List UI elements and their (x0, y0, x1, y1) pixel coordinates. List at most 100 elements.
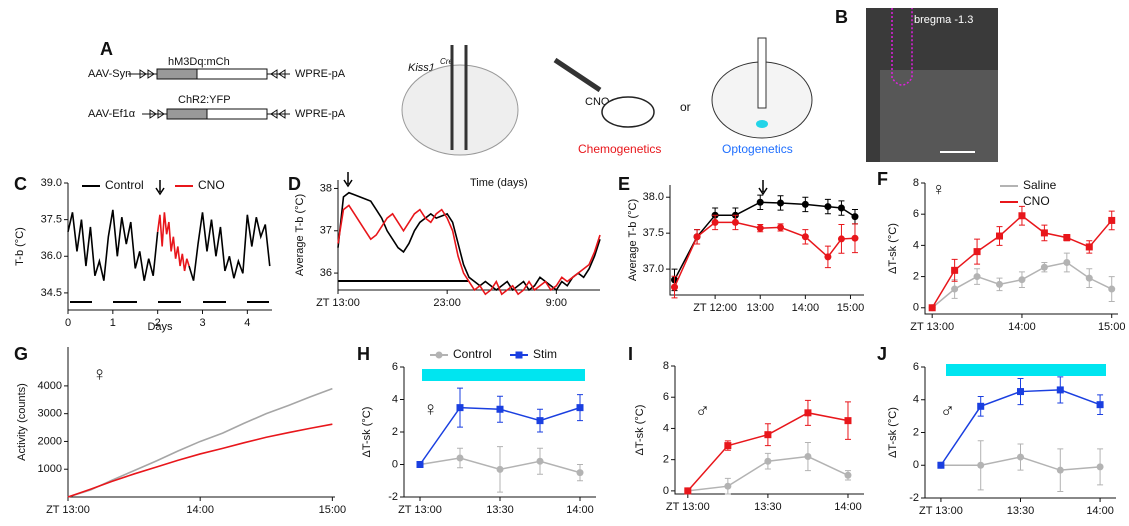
construct-label: hM3Dq:mCh (168, 56, 230, 68)
x-tick-label: 3 (199, 317, 205, 329)
panel-label: J (877, 344, 887, 364)
x-tick-label: 14:00 (1086, 505, 1114, 517)
marker (928, 304, 936, 312)
marker (1017, 388, 1024, 396)
y-tick-label: 3000 (38, 408, 62, 420)
marker (973, 273, 981, 281)
y-tick-label: 2 (913, 270, 919, 282)
series-line (673, 201, 856, 281)
x-tick-label: 14:00 (792, 302, 820, 314)
panel-label: A (100, 39, 113, 59)
panel-label: D (288, 174, 301, 194)
construct-box (166, 108, 208, 120)
x-tick-label: 2 (155, 317, 161, 329)
legend-label: Control (453, 347, 492, 361)
marker (1018, 276, 1026, 284)
axis (674, 366, 864, 495)
marker (724, 482, 732, 490)
marker (496, 405, 504, 413)
y-axis-label: ΔT-sk (°C) (887, 407, 899, 458)
arrow (343, 172, 353, 188)
y-axis-label: ΔT-sk (°C) (361, 407, 373, 458)
marker (1017, 453, 1024, 461)
x-tick-label: 13:30 (486, 504, 514, 516)
y-axis-label: ΔT-sk (°C) (634, 405, 646, 456)
marker (1056, 386, 1064, 394)
method-label: Chemogenetics (578, 142, 661, 156)
annotation: ♀ (92, 363, 107, 385)
y-tick-label: 8 (913, 177, 919, 189)
marker (951, 266, 959, 274)
y-tick-label: 0 (663, 485, 669, 497)
marker (456, 454, 464, 462)
marker (1056, 466, 1064, 474)
y-tick-label: 38.0 (643, 191, 664, 203)
stim-bar (422, 369, 585, 381)
y-tick-label: 2 (913, 426, 919, 438)
annotation: ♀ (932, 179, 946, 199)
marker (764, 431, 772, 439)
marker (496, 465, 504, 473)
marker (977, 402, 985, 410)
y-tick-label: 6 (663, 391, 669, 403)
x-tick-label: ZT 13:00 (398, 504, 442, 516)
marker (851, 213, 859, 221)
y-tick-label: 1000 (38, 463, 62, 475)
y-tick-label: 38 (320, 182, 332, 194)
marker (824, 253, 832, 261)
marker (1108, 285, 1116, 293)
marker (973, 248, 981, 256)
arrow (155, 180, 165, 196)
y-tick-label: -2 (909, 492, 919, 504)
y-tick-label: 39.0 (41, 177, 62, 189)
marker (801, 233, 809, 241)
marker (1108, 216, 1116, 224)
y-tick-label: 0 (913, 459, 919, 471)
panel-label: E (618, 174, 630, 194)
y-tick-label: 36.0 (41, 250, 62, 262)
marker (536, 417, 544, 425)
tail-label: WPRE-pA (295, 108, 346, 120)
y-tick-label: 34.5 (41, 287, 62, 299)
y-tick-label: 4 (392, 393, 398, 405)
marker (456, 404, 464, 412)
marker (1096, 463, 1104, 471)
annotation: ♀ (423, 398, 438, 420)
marker (1096, 401, 1104, 409)
arrow (758, 180, 768, 196)
construct-label: ChR2:YFP (178, 94, 231, 106)
marker (1085, 243, 1093, 251)
x-tick-label: ZT 13:00 (919, 505, 963, 517)
y-tick-label: 2 (663, 454, 669, 466)
y-axis-label: Activity (counts) (16, 383, 28, 461)
construct-box (206, 108, 268, 120)
x-tick-label: ZT 13:00 (666, 501, 710, 513)
y-axis-label: Average T-b (°C) (294, 194, 306, 276)
x-tick-label: 9:00 (546, 297, 567, 309)
histology-texture (880, 70, 998, 162)
x-tick-label: 0 (65, 317, 71, 329)
panel-b: B bregma -1.3 (835, 7, 998, 162)
y-tick-label: 0 (913, 302, 919, 314)
y-tick-label: 6 (392, 361, 398, 373)
annotation: ♂ (940, 400, 955, 422)
y-tick-label: -2 (388, 491, 398, 503)
marker (824, 203, 832, 211)
x-tick-label: 14:00 (566, 504, 594, 516)
panel-label: B (835, 7, 848, 27)
panel-label: F (877, 169, 888, 189)
marker (851, 234, 859, 242)
marker (937, 461, 945, 469)
marker (996, 280, 1004, 288)
y-tick-label: 37.5 (643, 227, 664, 239)
panel-a: A hM3Dq:mCh AAV-Syn WPRE-pA ChR2:YFP AAV… (88, 37, 813, 156)
y-tick-label: 4 (663, 422, 669, 434)
y-tick-label: 2000 (38, 435, 62, 447)
light-spot (756, 120, 768, 128)
series-line (673, 221, 856, 288)
annotation: Time (days) (470, 177, 528, 189)
x-tick-label: ZT 12:00 (693, 302, 737, 314)
x-tick-label: ZT 13:00 (316, 297, 360, 309)
y-tick-label: 6 (913, 361, 919, 373)
marker (756, 224, 764, 232)
